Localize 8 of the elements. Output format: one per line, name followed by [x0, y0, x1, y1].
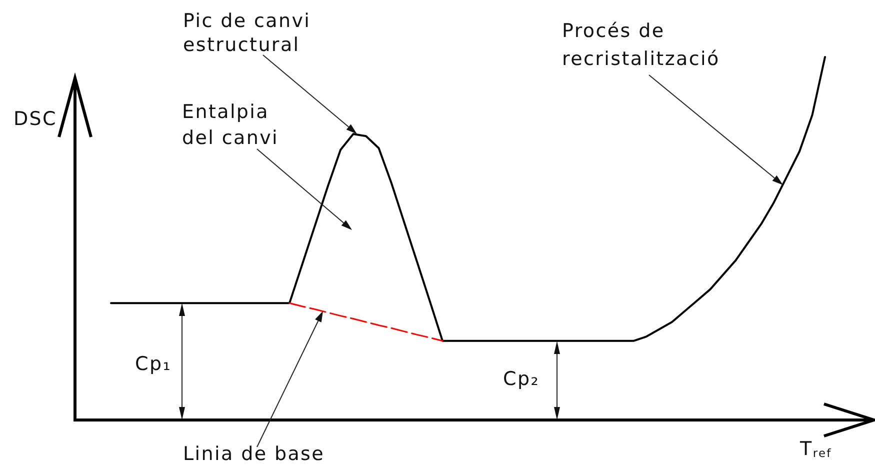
annotation: Cp₁ — [135, 353, 172, 375]
annotation: Entalpia del canvi — [182, 101, 279, 149]
text: Linia de base — [183, 443, 325, 465]
x-axis-title: T$_{ref}$ — [799, 438, 832, 460]
annotation: Procés de recristalització — [562, 20, 720, 70]
y-axis-title: DSC — [13, 108, 57, 130]
text: Pic de canvi estructural — [183, 10, 311, 56]
annotation: Cp₂ — [503, 368, 540, 390]
